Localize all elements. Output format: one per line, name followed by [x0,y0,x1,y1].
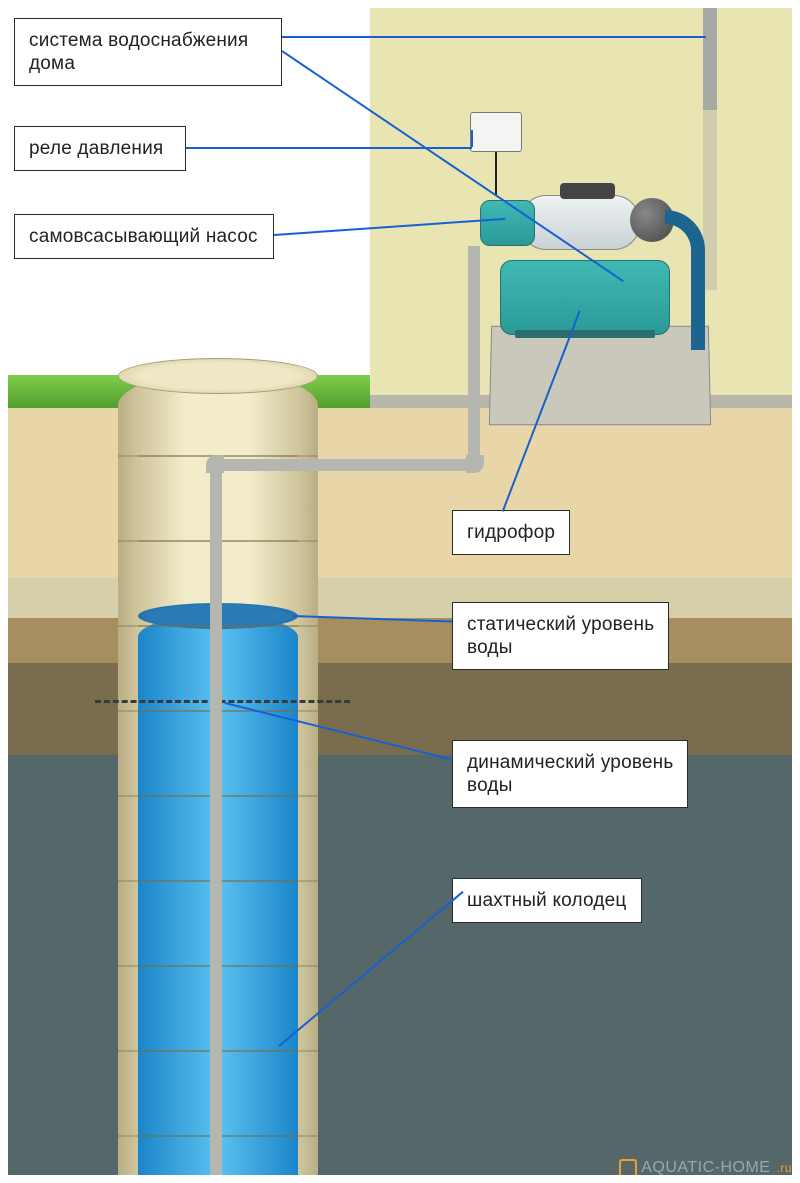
pump-head [480,200,535,246]
label-static: статический уровень воды [452,602,669,670]
pump-handle [560,183,615,199]
suction-pipe-vertical-a [468,246,480,461]
diagram-scene: система водоснабжения дома реле давления… [0,0,800,1183]
watermark: AQUATIC-HOME .ru [619,1159,792,1177]
dynamic-level-line [95,700,350,703]
relay-wire [495,152,497,196]
pressure-relay-box [470,112,522,152]
label-relay: реле давления [14,126,186,171]
pipe-elbow-2 [206,455,224,473]
tank-feet [515,330,655,338]
watermark-text: AQUATIC-HOME [641,1159,770,1177]
suction-pipe-in-well [210,459,222,1183]
riser-pipe-lower [703,110,717,290]
discharge-pipe-down [691,280,705,350]
label-system: система водоснабжения дома [14,18,282,86]
watermark-suffix: .ru [776,1161,792,1175]
pump-foundation [489,326,711,425]
label-hydrophore: гидрофор [452,510,570,555]
hydrophore-tank [500,260,670,335]
label-dynamic: динамический уровень воды [452,740,688,808]
well-rim [118,358,318,394]
suction-pipe-horizontal [210,459,480,471]
label-pump: самовсасывающий насос [14,214,274,259]
house-icon [619,1159,637,1177]
riser-pipe [703,0,717,110]
label-well: шахтный колодец [452,878,642,923]
